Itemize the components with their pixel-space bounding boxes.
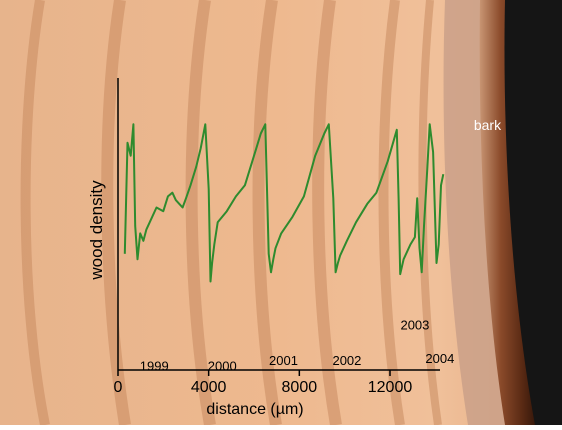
year-label: 2003 [400, 318, 429, 333]
x-tick-label: 12000 [368, 379, 413, 396]
density-series-line [123, 123, 445, 283]
axes: 0 4000 8000 12000 [114, 78, 440, 396]
x-axis-label: distance (µm) [206, 401, 303, 418]
annotations: 1999 2000 2001 2002 2003 2004 bark [140, 117, 502, 373]
bark-label: bark [474, 117, 502, 133]
year-label: 2001 [269, 353, 298, 368]
x-ticks: 0 4000 8000 12000 [114, 370, 413, 396]
y-axis-label: wood density [87, 180, 106, 281]
year-label: 1999 [140, 358, 169, 373]
x-tick-label: 4000 [191, 379, 227, 396]
x-tick-label: 8000 [282, 379, 318, 396]
year-label: 2000 [208, 358, 237, 373]
year-label: 2004 [425, 351, 454, 366]
x-tick-label: 0 [114, 379, 123, 396]
year-label: 2002 [332, 353, 361, 368]
